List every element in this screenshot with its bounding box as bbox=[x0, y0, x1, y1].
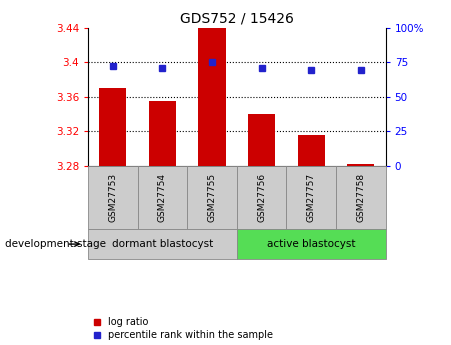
Text: GSM27755: GSM27755 bbox=[207, 173, 216, 222]
Bar bbox=[298, 135, 325, 166]
Text: GSM27756: GSM27756 bbox=[257, 173, 266, 222]
Bar bbox=[248, 114, 275, 166]
Bar bbox=[347, 164, 374, 166]
Text: active blastocyst: active blastocyst bbox=[267, 239, 355, 249]
Text: GSM27754: GSM27754 bbox=[158, 173, 167, 222]
Title: GDS752 / 15426: GDS752 / 15426 bbox=[180, 11, 294, 25]
Text: GSM27758: GSM27758 bbox=[356, 173, 365, 222]
Text: GSM27753: GSM27753 bbox=[108, 173, 117, 222]
Bar bbox=[99, 88, 126, 166]
Text: GSM27757: GSM27757 bbox=[307, 173, 316, 222]
Bar bbox=[198, 28, 226, 166]
Bar bbox=[149, 101, 176, 166]
Text: dormant blastocyst: dormant blastocyst bbox=[112, 239, 213, 249]
Legend: log ratio, percentile rank within the sample: log ratio, percentile rank within the sa… bbox=[93, 317, 273, 340]
Text: development stage: development stage bbox=[5, 239, 106, 249]
